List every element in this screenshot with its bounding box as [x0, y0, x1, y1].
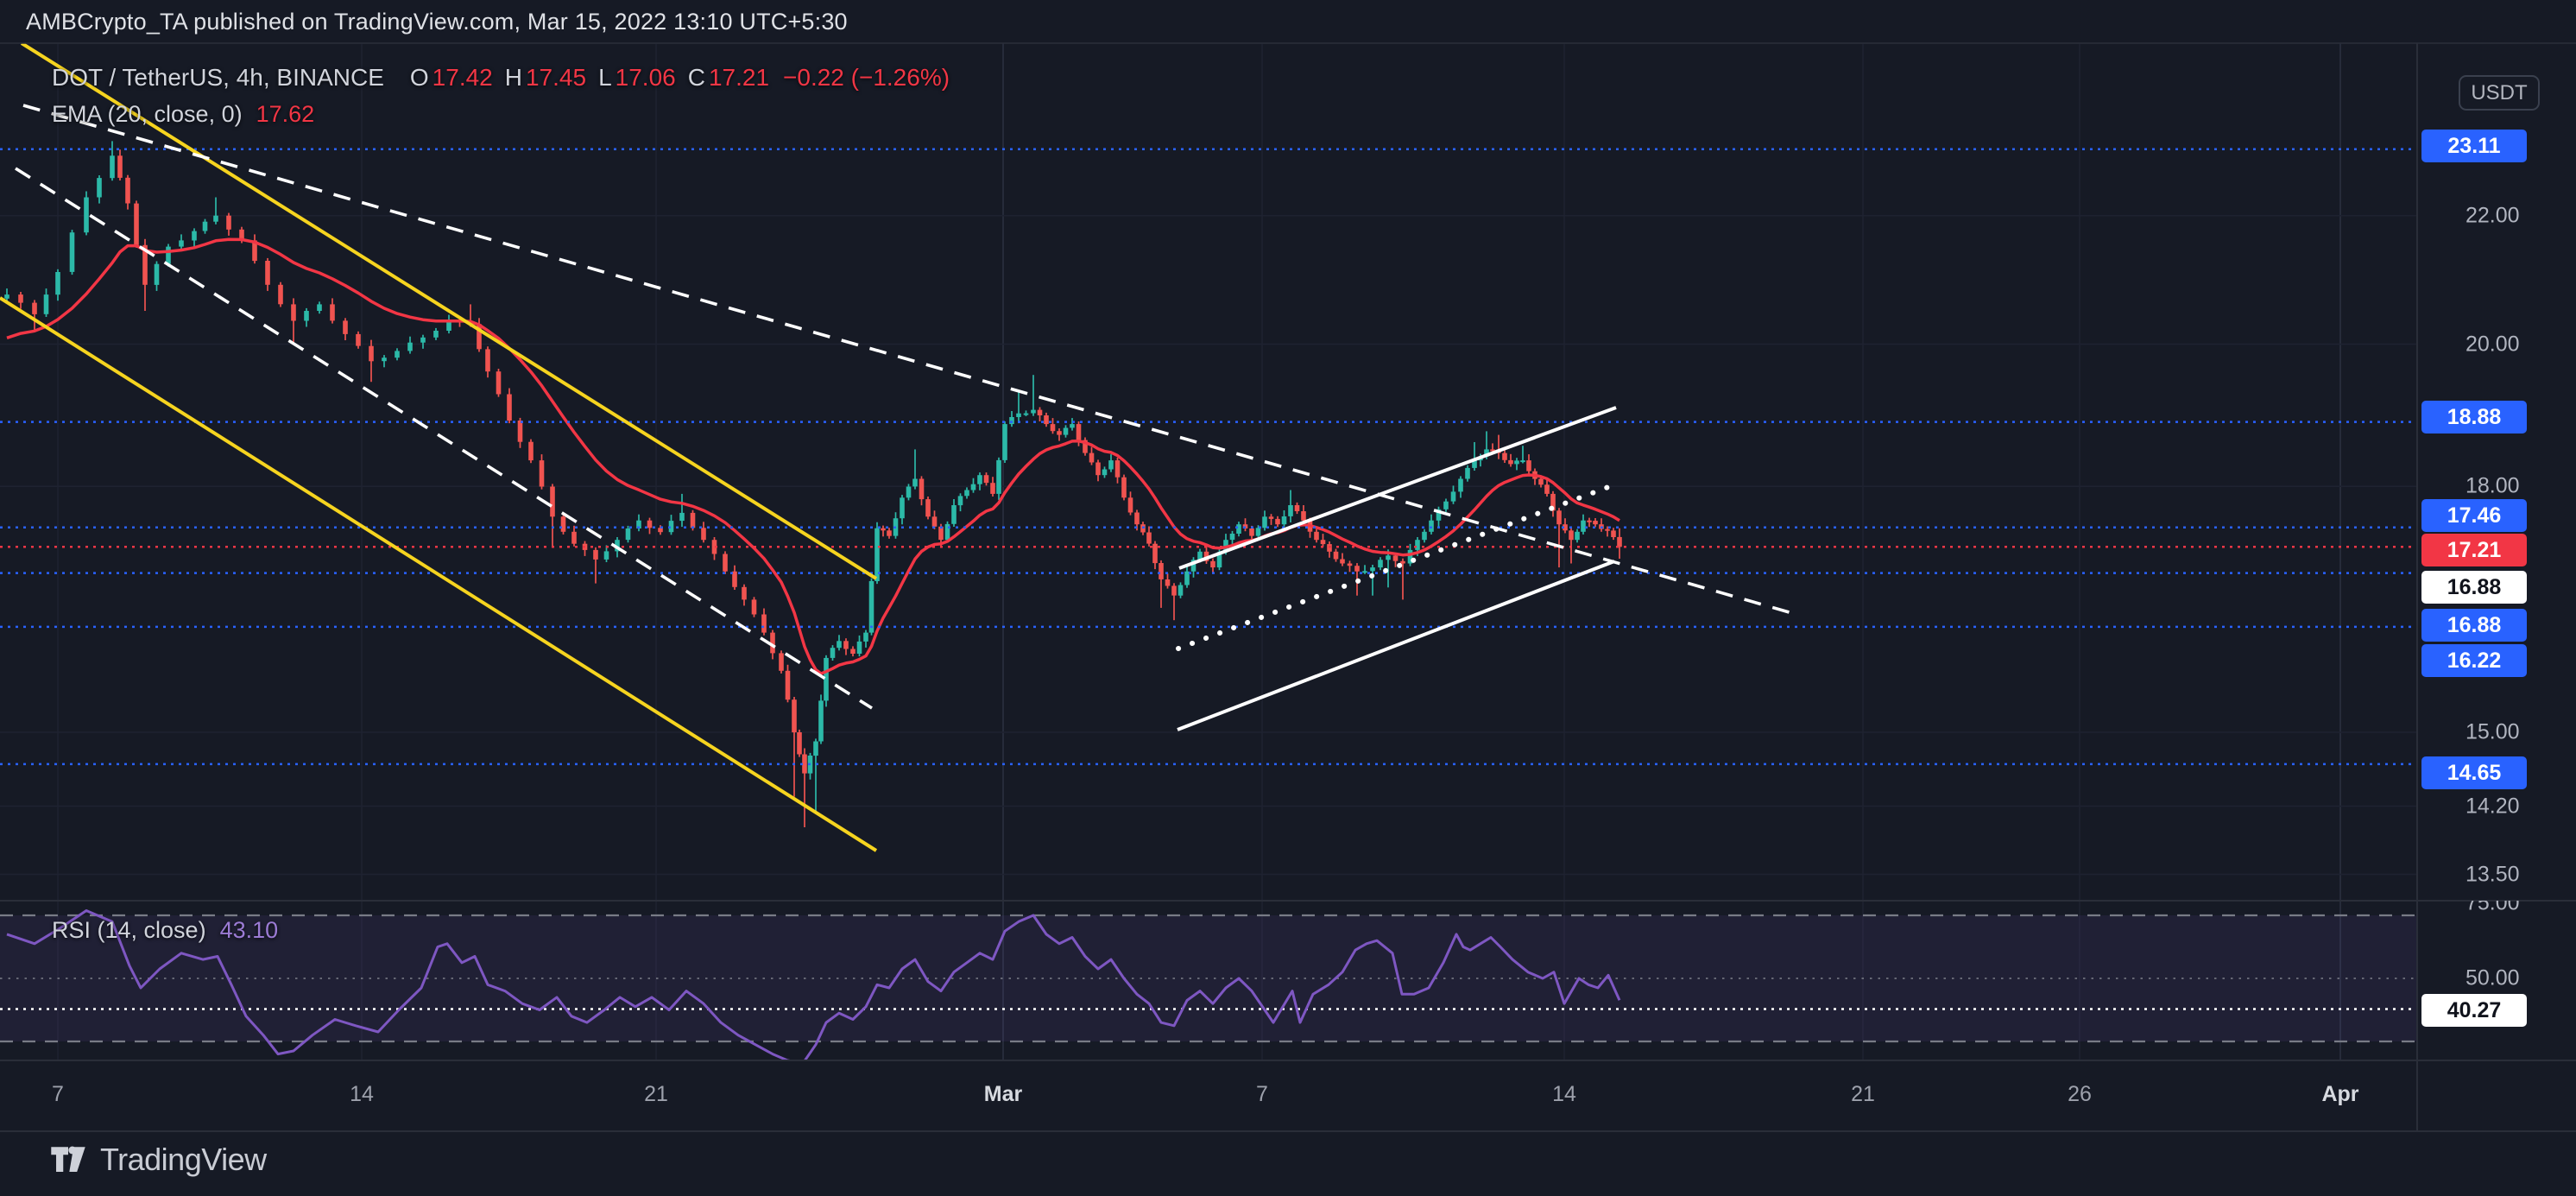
rsi-line [6, 909, 1621, 1060]
candlesticks [4, 141, 1622, 827]
time-tick-14-419: 14 [350, 1082, 374, 1106]
rsi-label: RSI (14, close) [52, 917, 206, 943]
trendline-drawings[interactable] [0, 43, 1799, 852]
low-value: 17.06 [615, 64, 676, 91]
high-label: H [504, 64, 522, 91]
currency-toggle-button[interactable]: USDT [2459, 75, 2540, 111]
time-tick-26-2409: 26 [2068, 1082, 2092, 1106]
change-value: −0.22 (−1.26%) [783, 64, 950, 91]
price-level-lines [0, 148, 2417, 766]
symbol-title: DOT / TetherUS, 4h, BINANCE [52, 64, 384, 91]
price-badge-16.88-white: 16.88 [2421, 571, 2527, 604]
pane-dividers [0, 42, 2576, 1132]
time-tick-7-67: 7 [52, 1082, 64, 1106]
rising-channel-upper [1178, 406, 1617, 570]
ema-line [6, 237, 1620, 675]
time-tick-7-1462: 7 [1256, 1082, 1268, 1106]
rsi-plot [0, 909, 2417, 1060]
rsi-legend-row[interactable]: RSI (14, close) 43.10 [52, 917, 278, 944]
low-label: L [598, 64, 612, 91]
price-badge-23.11-blue: 23.11 [2421, 130, 2527, 162]
price-tick-15.00: 15.00 [2466, 719, 2520, 744]
ema-value: 17.62 [256, 101, 315, 127]
time-tick-Mar-1162: Mar [983, 1082, 1023, 1106]
tradingview-logo[interactable]: TradingView [48, 1140, 267, 1180]
open-value: 17.42 [432, 64, 493, 91]
price-badge-18.88-blue: 18.88 [2421, 401, 2527, 433]
descending-wedge-lower [15, 167, 873, 710]
falling-channel-upper [20, 43, 878, 580]
price-tick-22.00: 22.00 [2466, 203, 2520, 228]
price-tick-20.00: 20.00 [2466, 332, 2520, 357]
publish-header: AMBCrypto_TA published on TradingView.co… [26, 9, 848, 35]
close-label: C [687, 64, 705, 91]
high-value: 17.45 [525, 64, 587, 91]
rising-channel-mid [1176, 482, 1618, 651]
price-badge-16.88-blue: 16.88 [2421, 609, 2527, 642]
symbol-legend-row[interactable]: DOT / TetherUS, 4h, BINANCE O 17.42 H 17.4… [52, 64, 950, 92]
rsi-tick-50.00: 50.00 [2466, 965, 2520, 990]
rsi-badge-40.27: 40.27 [2421, 994, 2527, 1027]
price-badge-16.22-blue: 16.22 [2421, 644, 2527, 677]
close-value: 17.21 [708, 64, 770, 91]
time-tick-Apr-2711: Apr [2321, 1082, 2359, 1106]
rsi-value: 43.10 [219, 917, 279, 943]
price-tick-18.00: 18.00 [2466, 473, 2520, 498]
tradingview-logo-text: TradingView [100, 1142, 267, 1177]
tv-logo-icon [51, 1146, 85, 1172]
falling-channel-lower [0, 296, 878, 852]
descending-wedge-upper [22, 104, 1799, 617]
rsi-axis[interactable]: 75.00 50.00 40.27 [2417, 901, 2576, 1060]
ema-legend-row[interactable]: EMA (20, close, 0) 17.62 [52, 101, 314, 128]
ema-label: EMA (20, close, 0) [52, 101, 243, 127]
time-tick-21-760: 21 [644, 1082, 668, 1106]
grid-lines [0, 43, 2417, 1060]
price-tick-14.20: 14.20 [2466, 794, 2520, 819]
price-badge-17.21-red: 17.21 [2421, 534, 2527, 566]
time-tick-14-1812: 14 [1552, 1082, 1576, 1106]
rsi-tick-75.00: 75.00 [2466, 901, 2520, 915]
price-tick-13.50: 13.50 [2466, 862, 2520, 887]
price-badge-17.46-blue: 17.46 [2421, 499, 2527, 532]
rising-channel-lower [1177, 560, 1615, 731]
price-badge-14.65-blue: 14.65 [2421, 756, 2527, 789]
time-tick-21-2158: 21 [1851, 1082, 1875, 1106]
open-label: O [409, 64, 429, 91]
